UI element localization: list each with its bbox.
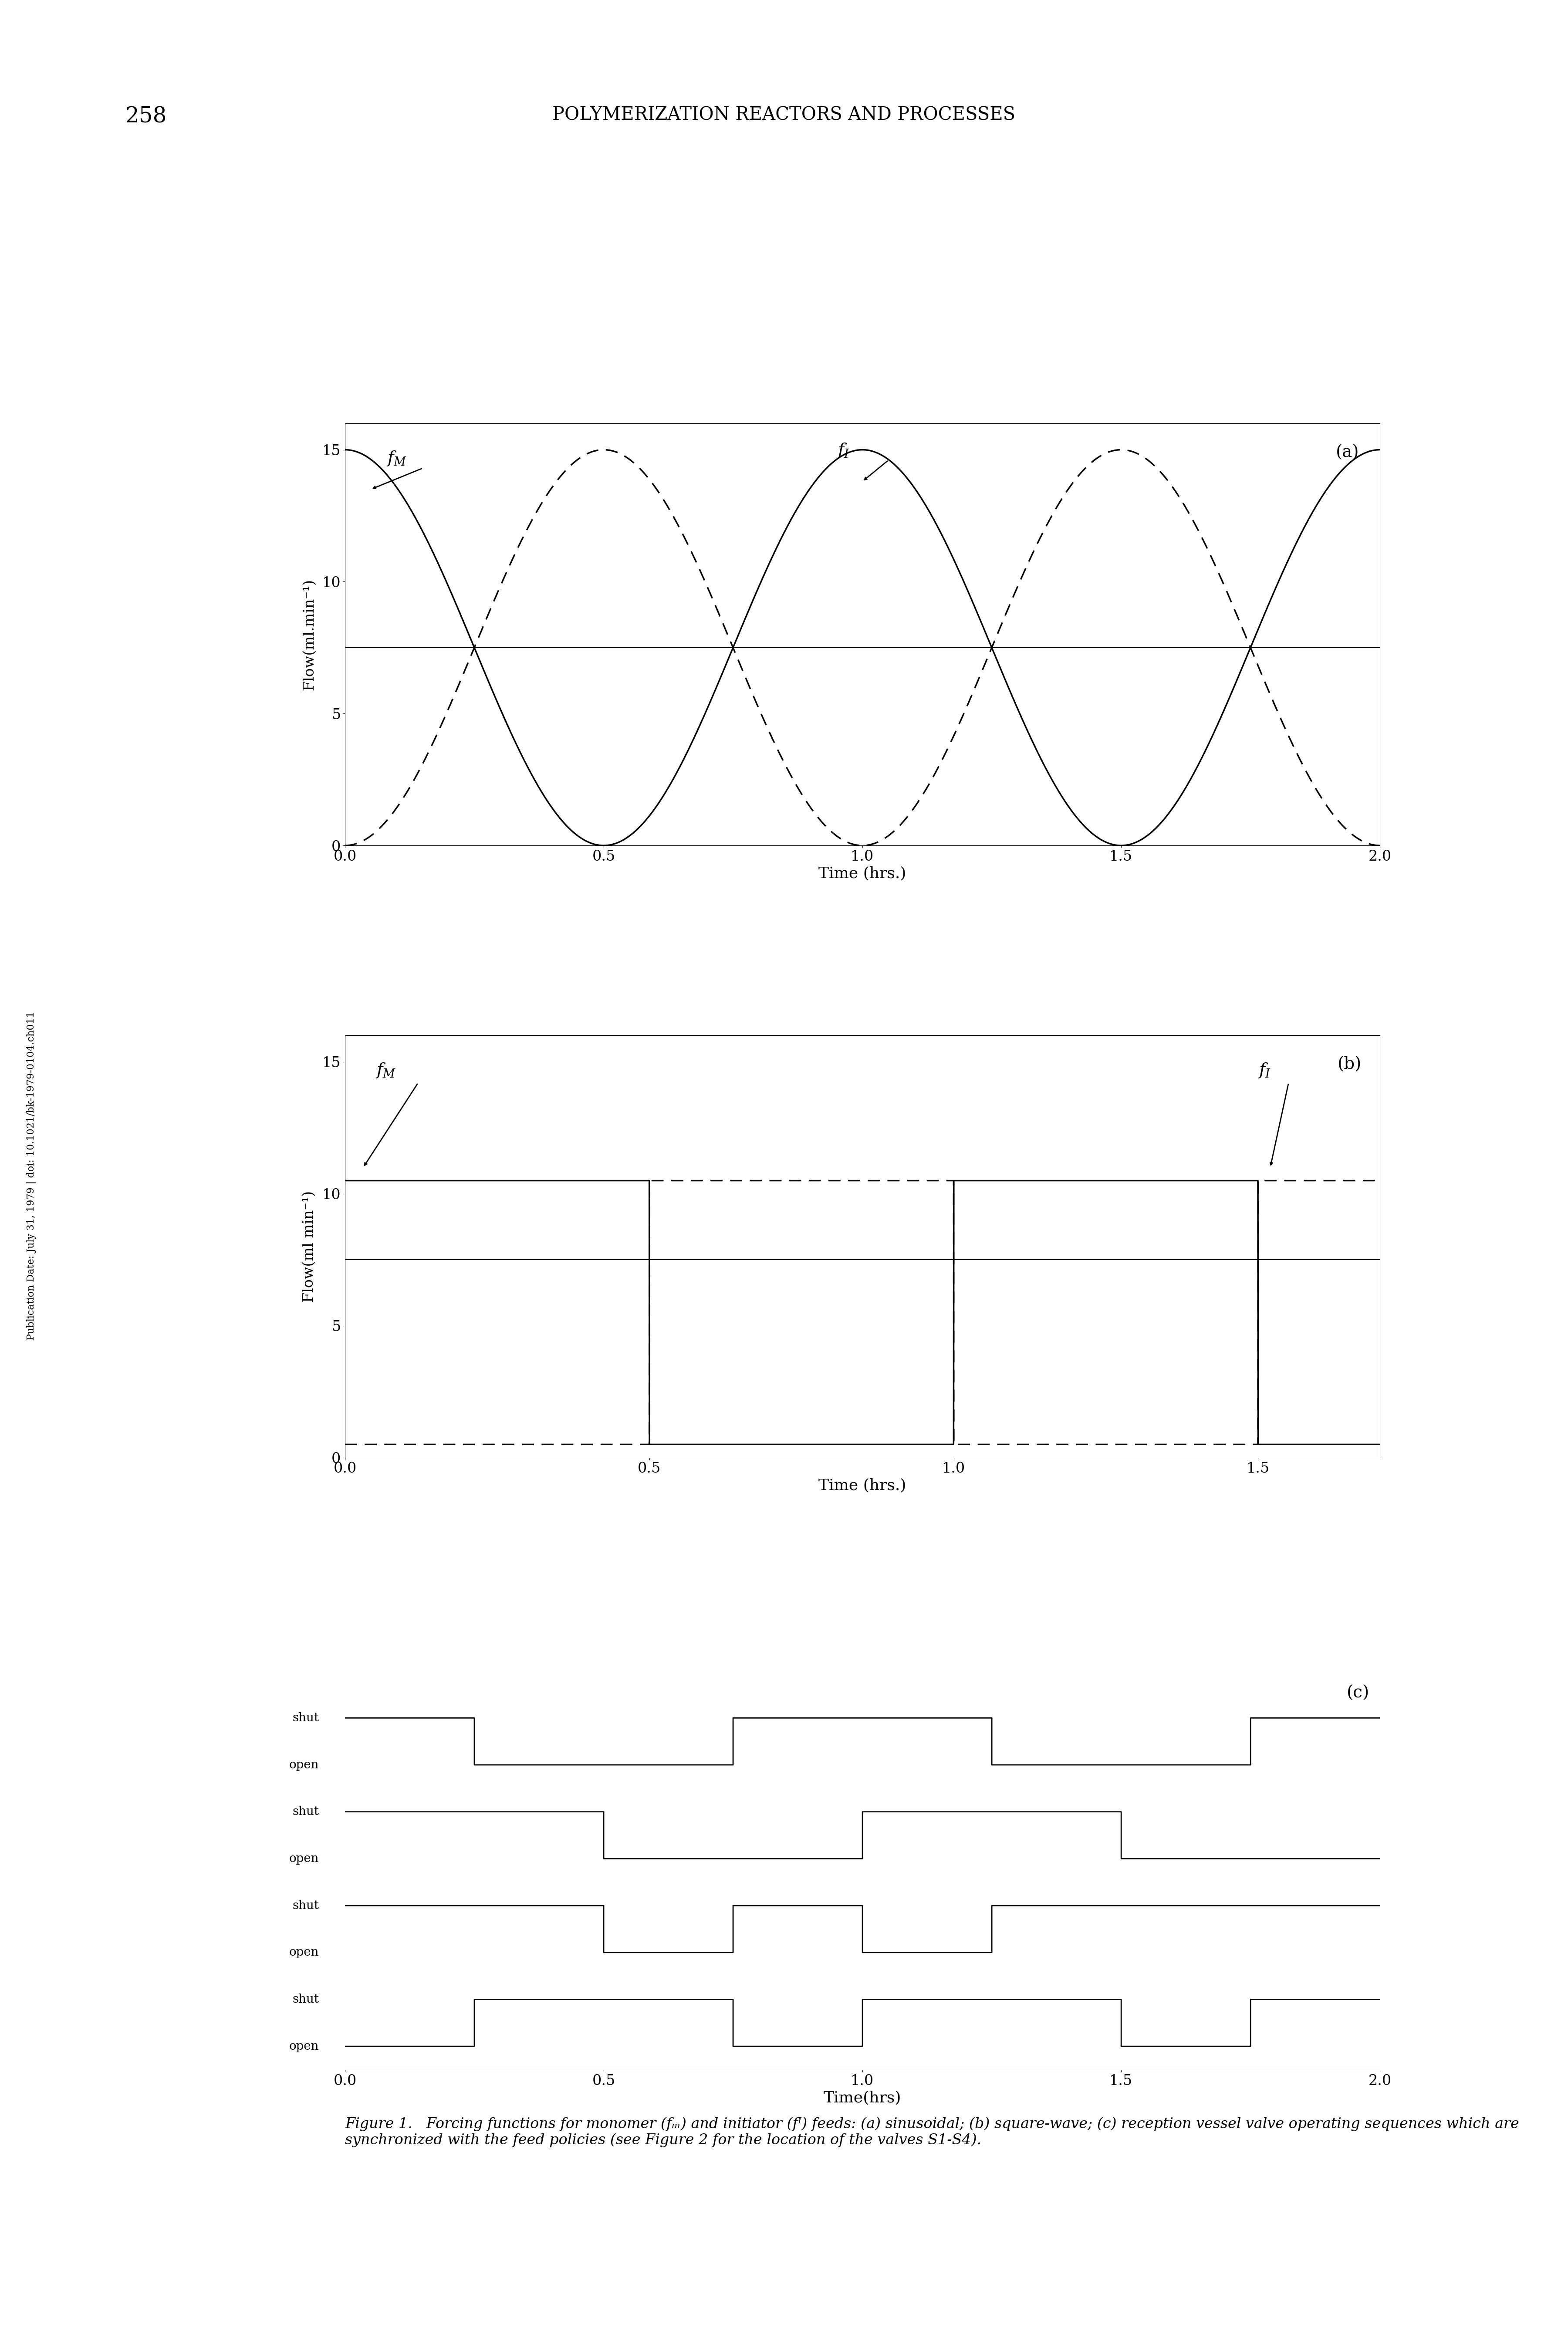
Text: $f_I$: $f_I$: [1258, 1061, 1272, 1080]
Text: Figure 1.   Forcing functions for monomer (fₘ) and initiator (fᴵ) feeds: (a) sin: Figure 1. Forcing functions for monomer …: [345, 2117, 1519, 2147]
Text: shut: shut: [293, 1994, 320, 2006]
Y-axis label: Flow(ml.min⁻¹): Flow(ml.min⁻¹): [303, 579, 317, 689]
X-axis label: Time (hrs.): Time (hrs.): [818, 1477, 906, 1494]
Text: 258: 258: [125, 106, 168, 127]
Text: shut: shut: [293, 1806, 320, 1818]
Text: shut: shut: [293, 1712, 320, 1724]
Text: POLYMERIZATION REACTORS AND PROCESSES: POLYMERIZATION REACTORS AND PROCESSES: [552, 106, 1016, 125]
Text: (c): (c): [1347, 1684, 1369, 1700]
Text: open: open: [289, 1947, 320, 1959]
Text: $f_I$: $f_I$: [837, 442, 850, 459]
Text: open: open: [289, 1853, 320, 1865]
X-axis label: Time(hrs): Time(hrs): [823, 2091, 902, 2105]
X-axis label: Time (hrs.): Time (hrs.): [818, 866, 906, 882]
Text: (b): (b): [1338, 1056, 1361, 1073]
Text: Publication Date: July 31, 1979 | doi: 10.1021/bk-1979-0104.ch011: Publication Date: July 31, 1979 | doi: 1…: [27, 1011, 36, 1341]
Text: open: open: [289, 2042, 320, 2053]
Y-axis label: Flow(ml min⁻¹): Flow(ml min⁻¹): [303, 1190, 317, 1303]
Text: (a): (a): [1336, 445, 1359, 461]
Text: open: open: [289, 1759, 320, 1771]
Text: $f_M$: $f_M$: [386, 449, 408, 468]
Text: shut: shut: [293, 1900, 320, 1912]
Text: $f_M$: $f_M$: [375, 1061, 397, 1080]
